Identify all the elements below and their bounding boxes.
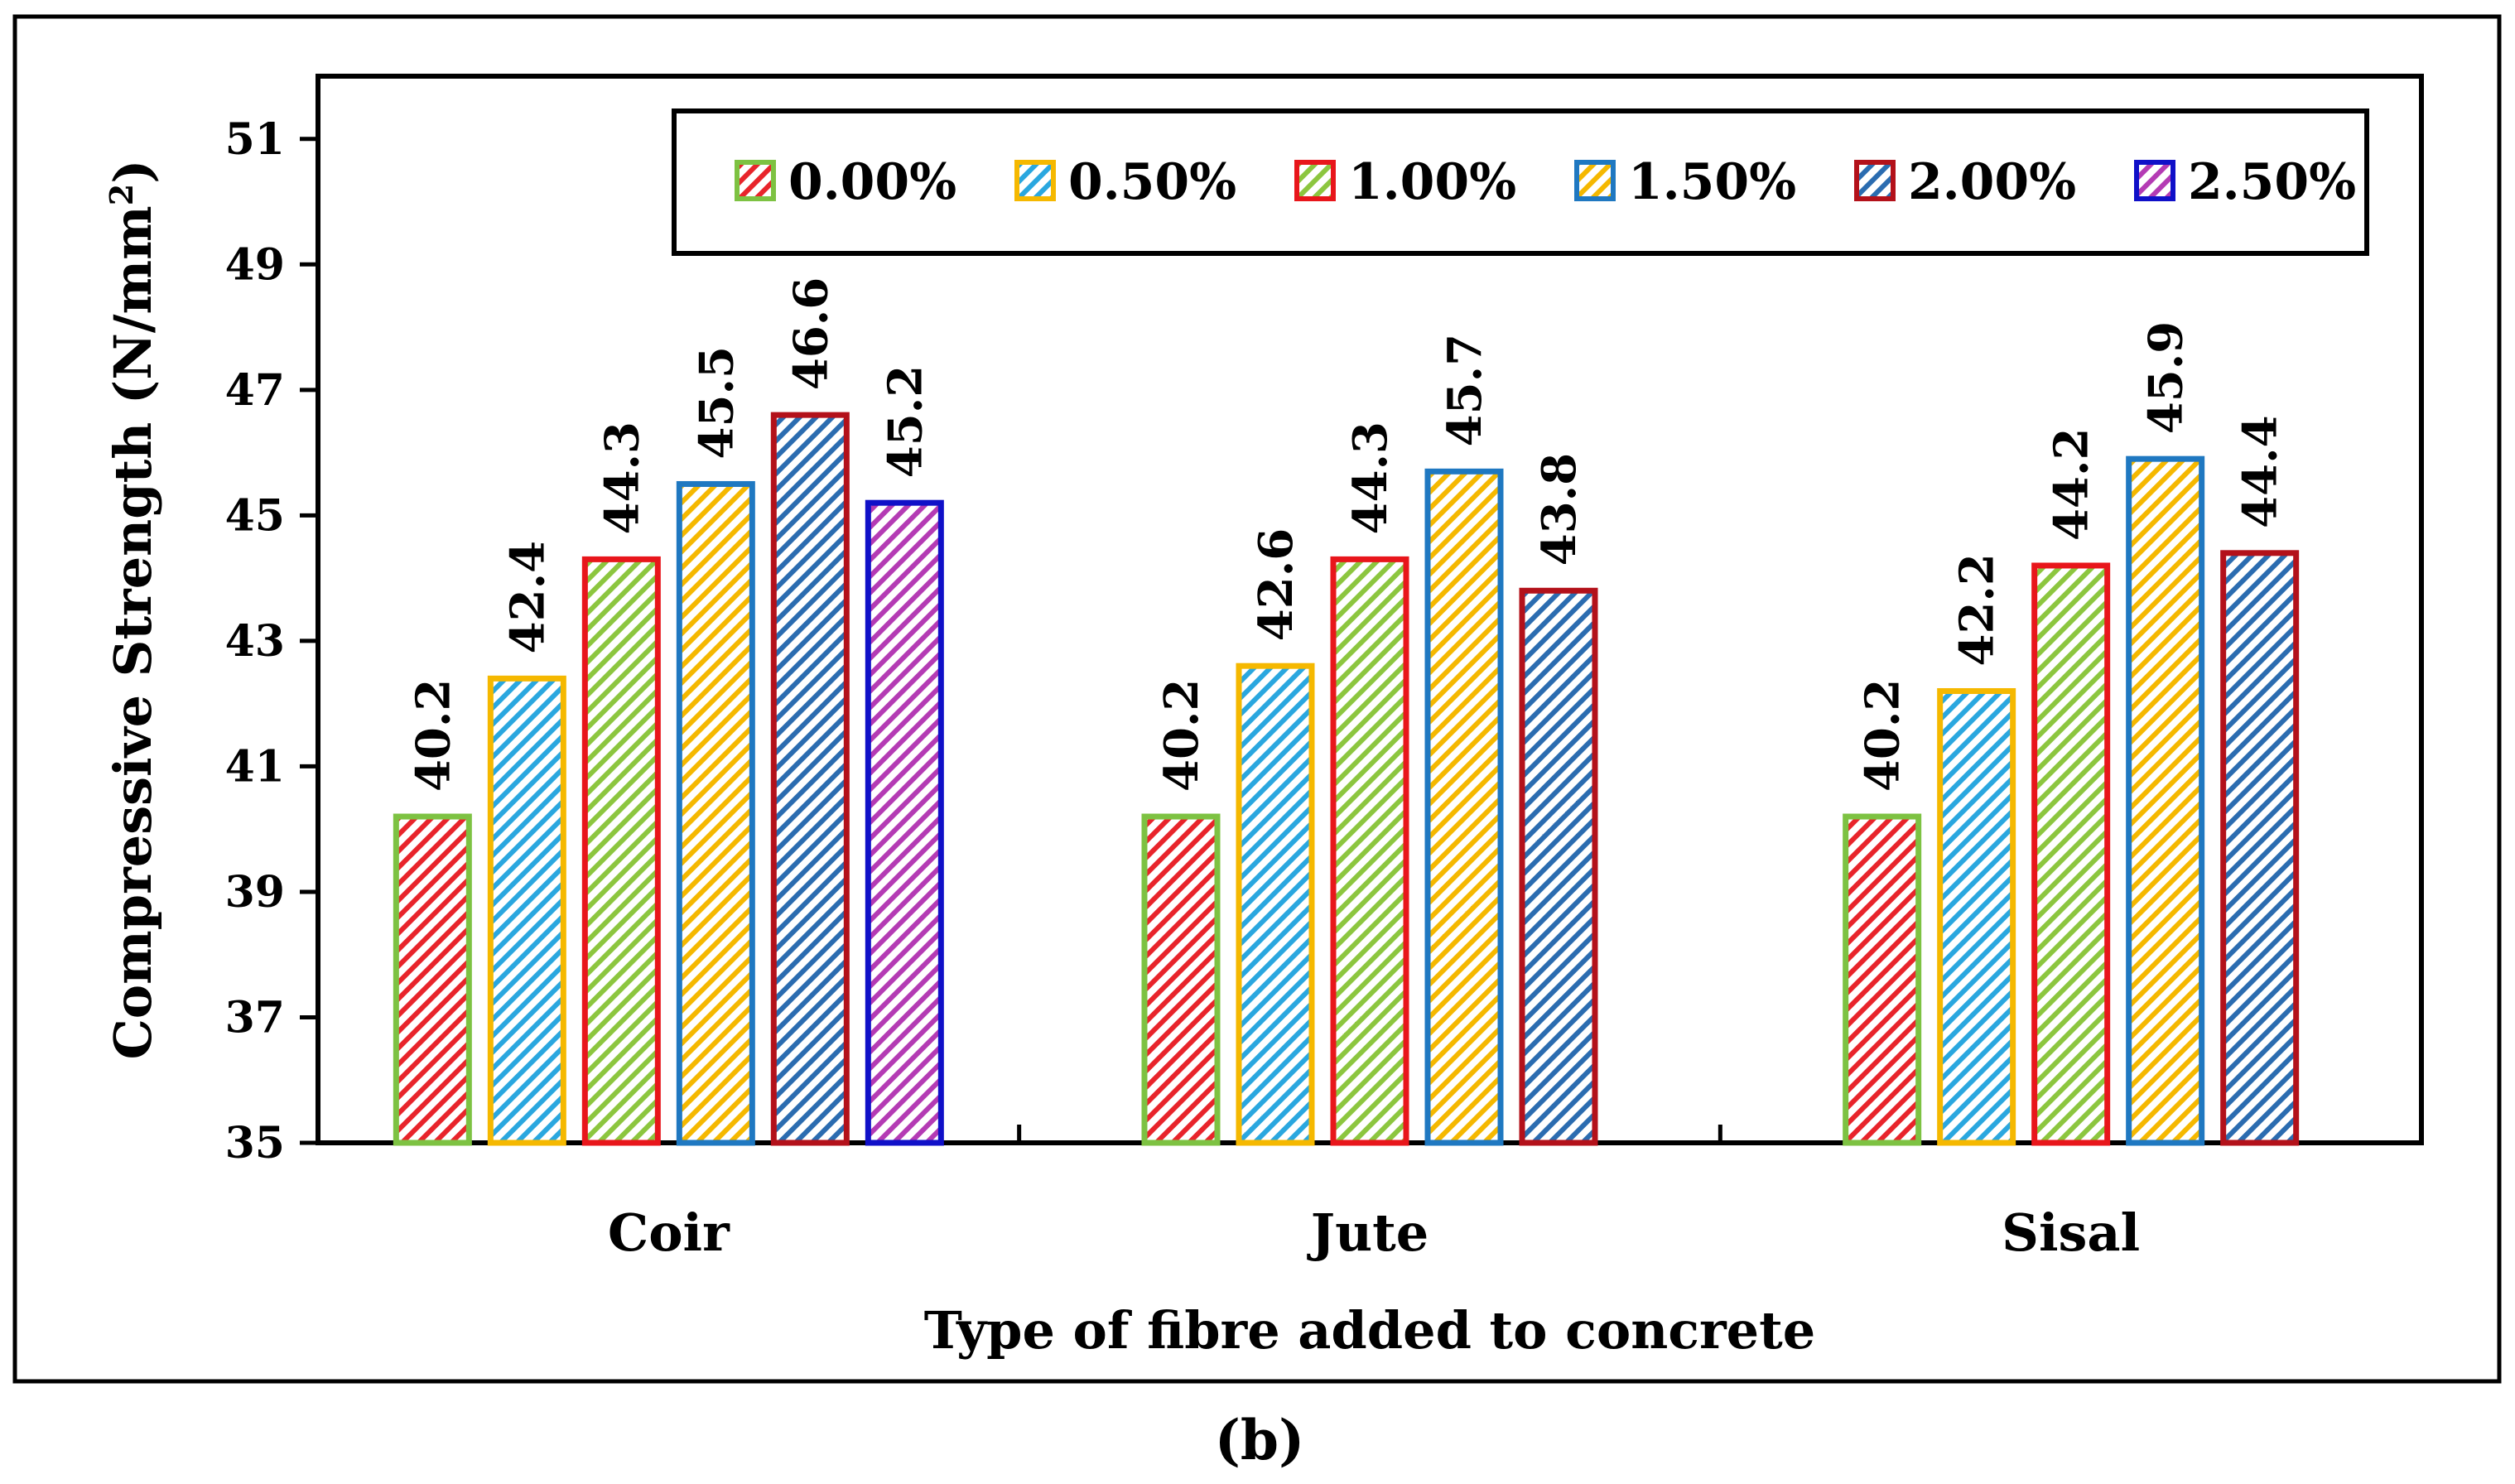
bar-jute-1.50pct (1424, 468, 1504, 1146)
y-axis-title: Compressive Strength (N/mm2) (103, 159, 164, 1059)
data-label: 40.2 (406, 679, 460, 792)
legend-label: 1.50% (1628, 153, 1796, 211)
legend-swatch (1574, 160, 1616, 201)
bar-sisal-1.00pct (2031, 562, 2111, 1146)
bar-coir-1.00pct (581, 556, 661, 1146)
y-tick-label: 49 (225, 239, 285, 290)
legend-swatch (1014, 160, 1056, 201)
legend-label: 0.50% (1068, 153, 1236, 211)
legend-swatch (1294, 160, 1336, 201)
legend-frame (672, 108, 2369, 256)
legend-swatch (735, 160, 776, 201)
data-label: 46.6 (783, 277, 838, 390)
bar-sisal-0.00pct (1843, 813, 1922, 1146)
legend: 0.00% 0.50% 1.00% 1.50% 2.00% 2.50% (672, 108, 2369, 256)
data-label: 42.2 (1950, 553, 2005, 666)
bar-jute-1.00pct (1330, 556, 1409, 1146)
legend-label: 1.00% (1348, 153, 1516, 211)
data-label: 44.3 (1343, 422, 1398, 534)
data-label: 45.5 (689, 346, 744, 459)
data-label: 43.8 (1532, 453, 1587, 566)
figure-frame (12, 14, 2502, 1384)
y-tick-label: 41 (225, 741, 285, 792)
data-label: 44.2 (2045, 428, 2099, 541)
data-label: 45.2 (878, 365, 932, 478)
y-tick-label: 43 (225, 616, 285, 667)
x-category-label: Coir (608, 1202, 730, 1263)
bar-coir-1.50pct (676, 480, 755, 1146)
y-tick-label: 35 (225, 1118, 285, 1168)
y-tick-label: 39 (225, 867, 285, 918)
data-label: 44.3 (595, 422, 649, 534)
data-label: 42.6 (1249, 528, 1303, 641)
legend-label: 2.00% (1908, 153, 2076, 211)
bar-jute-2.00pct (1519, 587, 1598, 1146)
x-axis-title: Type of fibre added to concrete (924, 1300, 1815, 1361)
y-tick-label: 47 (225, 365, 285, 416)
bar-jute-0.00pct (1141, 813, 1221, 1146)
bar-coir-0.00pct (393, 813, 472, 1146)
bar-sisal-0.50pct (1937, 687, 2016, 1146)
data-label: 40.2 (1856, 679, 1910, 792)
bar-sisal-1.50pct (2126, 455, 2205, 1146)
y-axis: 35 37 39 41 43 45 47 49 51 (225, 114, 318, 1168)
data-label: 45.7 (1438, 334, 1492, 446)
y-tick-label: 51 (225, 114, 285, 165)
data-labels-group: 40.2 42.4 44.3 45.5 46.6 45.2 40.2 42.6 44.3 45.7… (406, 277, 2287, 792)
y-tick-label: 37 (225, 992, 285, 1043)
bars-group (393, 412, 2300, 1146)
panel-label: (b) (1215, 1408, 1305, 1472)
bar-coir-0.50pct (487, 675, 566, 1146)
bar-jute-0.50pct (1236, 662, 1315, 1146)
bar-coir-2.50pct (865, 499, 944, 1146)
legend-swatch (1854, 160, 1896, 201)
x-category-label: Jute (1307, 1202, 1429, 1263)
bar-coir-2.00pct (770, 412, 850, 1146)
data-label: 42.4 (500, 541, 555, 653)
legend-label: 2.50% (2188, 153, 2356, 211)
data-label: 40.2 (1154, 679, 1209, 792)
x-category-label: Sisal (2002, 1202, 2140, 1263)
data-label: 44.4 (2233, 415, 2288, 528)
data-label: 45.9 (2139, 321, 2194, 434)
legend-label: 0.00% (788, 153, 956, 211)
legend-swatch (2134, 160, 2175, 201)
bar-sisal-2.00pct (2220, 550, 2300, 1146)
y-tick-label: 45 (225, 490, 285, 541)
